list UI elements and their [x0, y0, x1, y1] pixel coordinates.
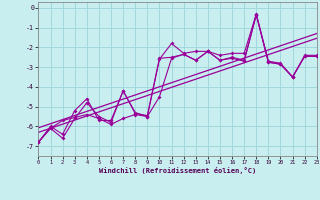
X-axis label: Windchill (Refroidissement éolien,°C): Windchill (Refroidissement éolien,°C)	[99, 167, 256, 174]
